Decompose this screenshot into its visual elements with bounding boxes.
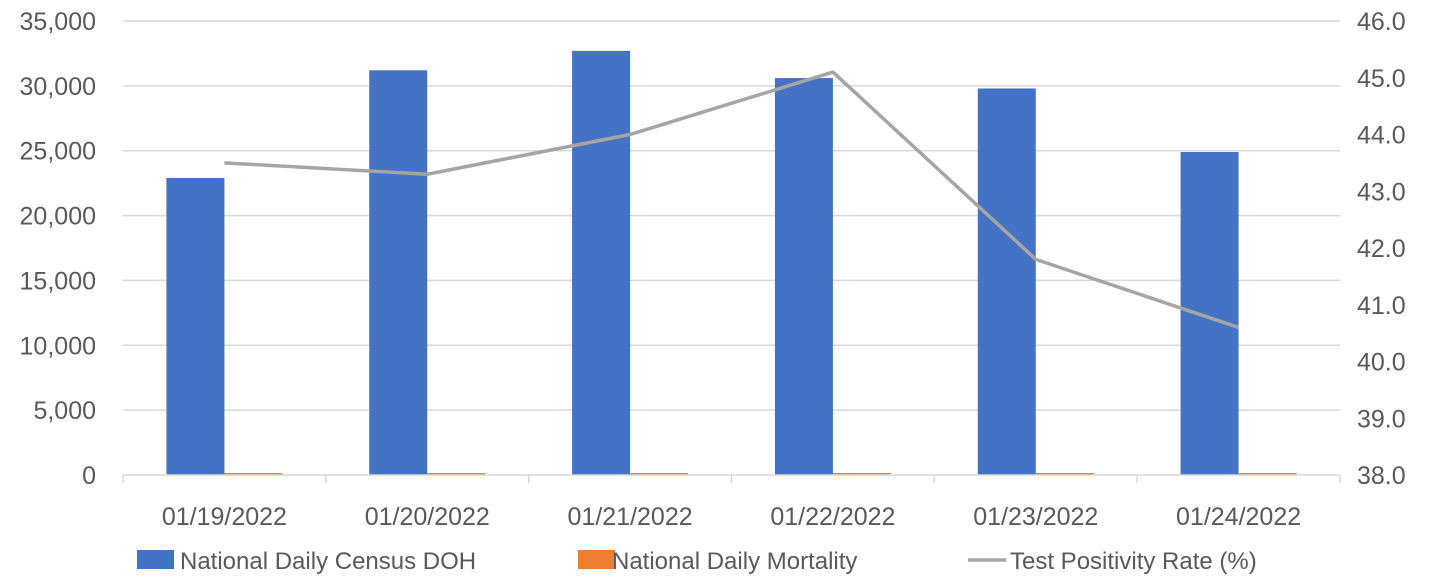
bar-national-daily-mortality-0 — [224, 473, 283, 475]
bar-national-daily-census-doh-5 — [1180, 152, 1239, 476]
x-tick-label: 01/20/2022 — [365, 503, 490, 531]
left-y-tick-label: 0 — [82, 462, 96, 490]
left-y-tick-label: 10,000 — [20, 332, 96, 360]
x-tick-label: 01/21/2022 — [568, 503, 693, 531]
left-y-tick-label: 5,000 — [33, 397, 96, 425]
right-y-tick-label: 46.0 — [1357, 8, 1406, 36]
line-series — [224, 70, 1240, 330]
left-y-axis: 0 5,000 10,000 15,000 20,000 25,000 30,000 35,0… — [20, 8, 96, 490]
legend-label-1: National Daily Mortality — [612, 548, 857, 575]
bar-national-daily-mortality-1 — [427, 473, 486, 475]
legend: National Daily Census DOH National Daily … — [137, 548, 1257, 575]
line-test-positivity-rate — [224, 70, 1240, 330]
bar-national-daily-census-doh-3 — [774, 78, 833, 476]
bars — [166, 50, 1297, 476]
left-y-tick-label: 15,000 — [20, 267, 96, 295]
x-tick-label: 01/23/2022 — [973, 503, 1098, 531]
bar-national-daily-mortality-2 — [630, 473, 689, 475]
bar-national-daily-census-doh-2 — [572, 50, 631, 475]
right-y-tick-label: 38.0 — [1357, 462, 1406, 490]
bar-national-daily-census-doh-4 — [977, 88, 1036, 476]
right-y-axis: 38.0 39.0 40.0 41.0 42.0 43.0 44.0 45.0 46.0 — [1357, 8, 1406, 490]
legend-swatch-0 — [137, 550, 174, 569]
bar-national-daily-census-doh-1 — [369, 70, 428, 475]
right-y-tick-label: 45.0 — [1357, 65, 1406, 93]
right-y-tick-label: 44.0 — [1357, 122, 1406, 150]
left-y-tick-label: 30,000 — [20, 73, 96, 101]
legend-label-2: Test Positivity Rate (%) — [1010, 548, 1257, 575]
bar-national-daily-mortality-5 — [1238, 473, 1297, 475]
x-tick-label: 01/22/2022 — [770, 503, 895, 531]
legend-label-0: National Daily Census DOH — [180, 548, 476, 575]
bar-national-daily-mortality-3 — [832, 473, 891, 475]
x-tick-label: 01/19/2022 — [162, 503, 287, 531]
right-y-tick-label: 43.0 — [1357, 178, 1406, 206]
right-y-tick-label: 42.0 — [1357, 235, 1406, 263]
left-y-tick-label: 25,000 — [20, 138, 96, 166]
x-tick-label: 01/24/2022 — [1176, 503, 1301, 531]
legend-swatch-1 — [578, 550, 615, 569]
left-y-tick-label: 35,000 — [20, 8, 96, 36]
bar-national-daily-census-doh-0 — [166, 177, 225, 475]
gridlines — [123, 20, 1340, 411]
bar-national-daily-mortality-4 — [1035, 473, 1094, 475]
right-y-tick-label: 41.0 — [1357, 292, 1406, 320]
right-y-tick-label: 40.0 — [1357, 349, 1406, 377]
right-y-tick-label: 39.0 — [1357, 405, 1406, 433]
x-axis-labels: 01/19/2022 01/20/2022 01/21/2022 01/22/2022… — [162, 503, 1301, 531]
left-y-tick-label: 20,000 — [20, 203, 96, 231]
x-axis — [122, 474, 1341, 483]
